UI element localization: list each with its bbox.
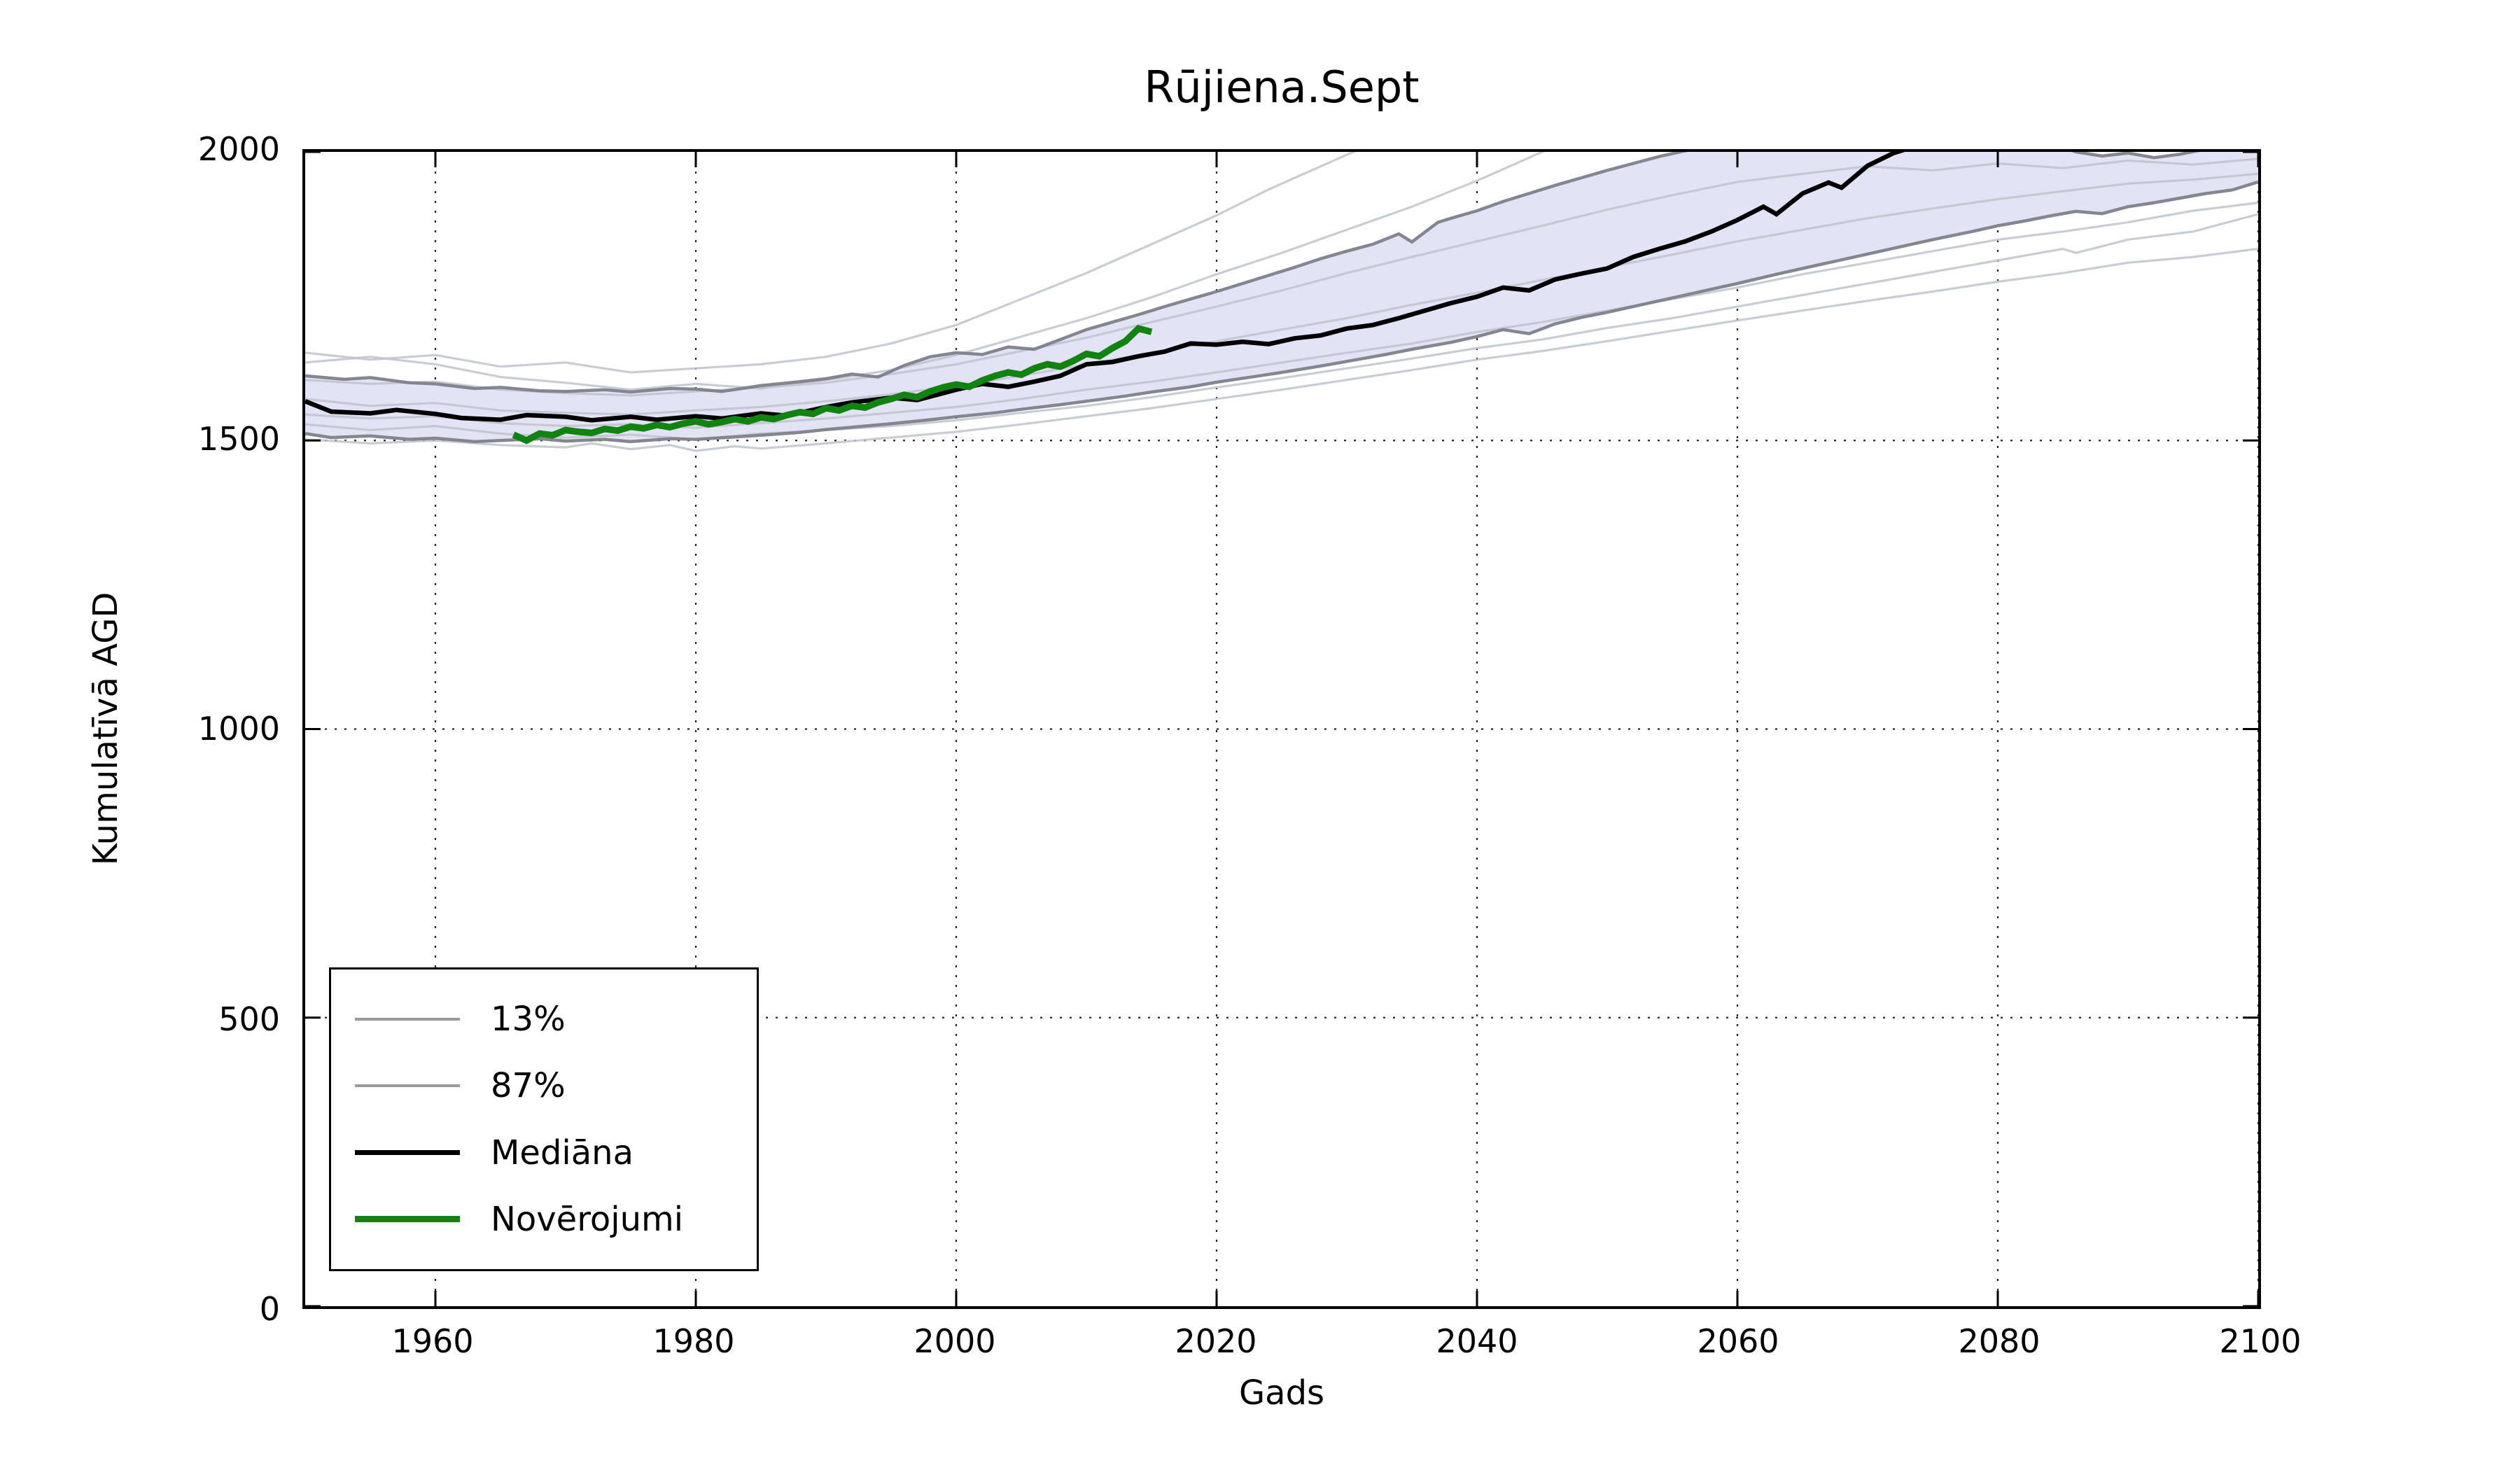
x-tick-label-2080: 2080: [1958, 1322, 2040, 1360]
y-tick-label-1500: 1500: [197, 420, 280, 458]
x-tick-label-2100: 2100: [2219, 1322, 2302, 1360]
legend-row: Mediāna: [355, 1120, 733, 1186]
legend-line-observations-icon: [355, 1216, 460, 1223]
legend-line-87pct-icon: [355, 1084, 460, 1088]
x-tick-label-2040: 2040: [1436, 1322, 1518, 1360]
x-tick-label-2020: 2020: [1175, 1322, 1257, 1360]
legend: 13% 87% Mediāna Novērojumi: [329, 967, 759, 1271]
legend-row: Novērojumi: [355, 1186, 733, 1252]
x-tick-label-1960: 1960: [391, 1322, 474, 1360]
x-tick-label-2000: 2000: [913, 1322, 996, 1360]
legend-row: 13%: [355, 986, 733, 1052]
y-tick-label-0: 0: [259, 1290, 280, 1328]
x-tick-label-2060: 2060: [1697, 1322, 1779, 1360]
y-tick-label-500: 500: [218, 1000, 280, 1038]
legend-label-87pct: 87%: [491, 1066, 566, 1106]
legend-label-median: Mediāna: [491, 1133, 634, 1172]
legend-label-observations: Novērojumi: [491, 1199, 684, 1239]
x-axis-label: Gads: [1238, 1373, 1325, 1413]
chart-drawing: [305, 152, 2258, 1306]
x-tick-label-1980: 1980: [652, 1322, 735, 1360]
legend-label-13pct: 13%: [491, 1000, 566, 1039]
y-tick-label-1000: 1000: [197, 710, 280, 748]
legend-row: 87%: [355, 1053, 733, 1119]
legend-line-median-icon: [355, 1150, 460, 1156]
y-tick-label-2000: 2000: [197, 130, 280, 168]
plot-area: 13% 87% Mediāna Novērojumi: [302, 149, 2261, 1309]
legend-line-13pct-icon: [355, 1018, 460, 1021]
chart-title: Rūjiena.Sept: [1144, 62, 1420, 113]
